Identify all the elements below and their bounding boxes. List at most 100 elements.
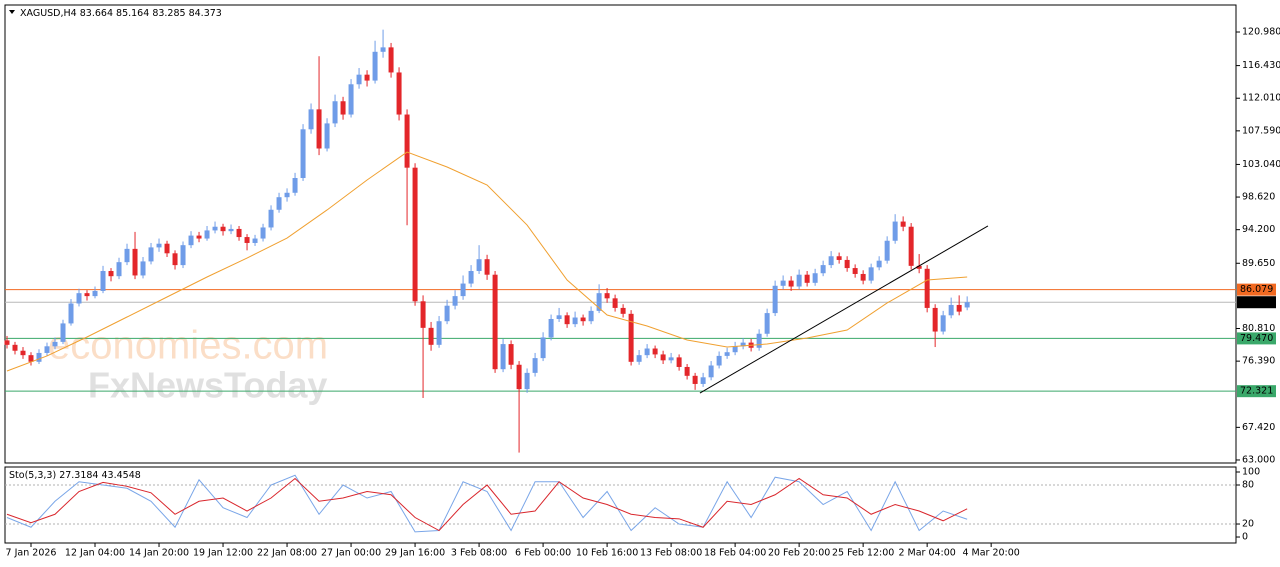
candle-body: [716, 355, 722, 366]
menu-arrow[interactable]: [9, 10, 15, 14]
x-tick-label: 27 Jan 00:00: [321, 548, 381, 559]
candle-body: [372, 51, 378, 81]
candle-body: [684, 366, 690, 376]
candle-body: [508, 344, 514, 365]
candle-body: [84, 293, 90, 297]
price-level-tag: [1237, 283, 1276, 296]
candle-body: [892, 221, 898, 241]
x-tick-label: 22 Jan 08:00: [257, 548, 317, 559]
main-pane: [4, 4, 1237, 464]
candle-body: [108, 271, 114, 277]
price-level-label: 79.470: [1240, 333, 1273, 344]
candle-body: [300, 129, 306, 179]
candle-body: [316, 109, 322, 149]
candle-body: [348, 84, 354, 115]
indicator-header: Sto(5,3,3) 27.3184 43.4548: [9, 470, 141, 481]
candle-body: [76, 293, 82, 304]
y-tick-label: 112.010: [1242, 93, 1280, 104]
x-tick-label: 13 Feb 08:00: [640, 548, 702, 559]
candle-body: [700, 377, 706, 384]
y-tick-label: 94.200: [1242, 224, 1275, 235]
candle-body: [636, 355, 642, 362]
overlay-line: [6, 151, 968, 372]
candle-body: [452, 296, 458, 306]
candle-body: [324, 123, 330, 149]
candle-body: [332, 101, 338, 124]
candle-body: [796, 274, 802, 287]
candle-body: [100, 271, 106, 291]
candle-body: [20, 350, 26, 356]
overlay-line: [699, 225, 989, 394]
low-value: 83.285: [152, 8, 185, 19]
candle-body: [932, 307, 938, 332]
candle-body: [244, 237, 250, 243]
x-tick-label: 4 Mar 20:00: [962, 548, 1019, 559]
candle-body: [188, 235, 194, 246]
y-tick-label: 103.040: [1242, 159, 1280, 170]
candle-body: [548, 318, 554, 338]
candle-body: [860, 273, 866, 281]
indicator-pane: [4, 466, 1237, 544]
candle-body: [404, 114, 410, 168]
candle-body: [524, 372, 530, 390]
candle-body: [724, 352, 730, 356]
candle-body: [596, 293, 602, 311]
candle-body: [612, 298, 618, 308]
candle-body: [484, 259, 490, 275]
candle-body: [516, 364, 522, 390]
candle-body: [900, 221, 906, 227]
candle-body: [12, 344, 18, 351]
candle-body: [580, 317, 586, 322]
candle-body: [740, 342, 746, 347]
candle-body: [564, 315, 570, 325]
candle-body: [44, 346, 50, 353]
candle-body: [252, 238, 258, 243]
candle-body: [460, 283, 466, 297]
candle-body: [148, 247, 154, 262]
candle-body: [764, 313, 770, 334]
candle-body: [916, 265, 922, 269]
candle-body: [396, 72, 402, 115]
candle-body: [940, 315, 946, 332]
candle-body: [196, 235, 202, 239]
candle-body: [420, 301, 426, 328]
candle-body: [116, 262, 122, 277]
candle-body: [164, 243, 170, 254]
candle-body: [628, 313, 634, 362]
x-tick-label: 10 Feb 16:00: [576, 548, 638, 559]
open-value: 83.664: [80, 8, 113, 19]
watermark: economies.com: [48, 324, 328, 368]
candle-body: [660, 354, 666, 361]
chart-header: XAGUSD,H4 83.664 85.164 83.285 84.373: [20, 8, 222, 19]
x-tick-label: 12 Jan 04:00: [65, 548, 125, 559]
candle-body: [236, 228, 242, 238]
y-tick-label: 63.000: [1242, 454, 1275, 465]
candle-body: [540, 337, 546, 359]
candle-body: [268, 209, 274, 228]
candle-body: [556, 315, 562, 319]
candle-body: [36, 352, 42, 362]
candle-body: [476, 259, 482, 272]
candle-body: [412, 167, 418, 302]
y-tick-label: 89.650: [1242, 258, 1275, 269]
candle-body: [356, 74, 362, 85]
candle-body: [292, 178, 298, 193]
y-tick-label: 76.390: [1242, 356, 1275, 367]
candle-body: [180, 245, 186, 266]
candle-body: [924, 268, 930, 308]
k-value: 27.3184: [59, 470, 98, 481]
x-tick-label: 29 Jan 16:00: [385, 548, 445, 559]
candle-body: [492, 274, 498, 370]
candle-body: [4, 340, 10, 345]
indicator-line: [6, 477, 968, 532]
candle-body: [644, 348, 650, 356]
y-tick-label: 116.430: [1242, 60, 1280, 71]
y-tick-label: 107.590: [1242, 125, 1280, 136]
candle-body: [908, 226, 914, 266]
candle-body: [820, 265, 826, 274]
indicator-tick-label: 80: [1242, 480, 1254, 491]
price-level-tag: [1237, 385, 1276, 398]
candle-body: [364, 74, 370, 81]
